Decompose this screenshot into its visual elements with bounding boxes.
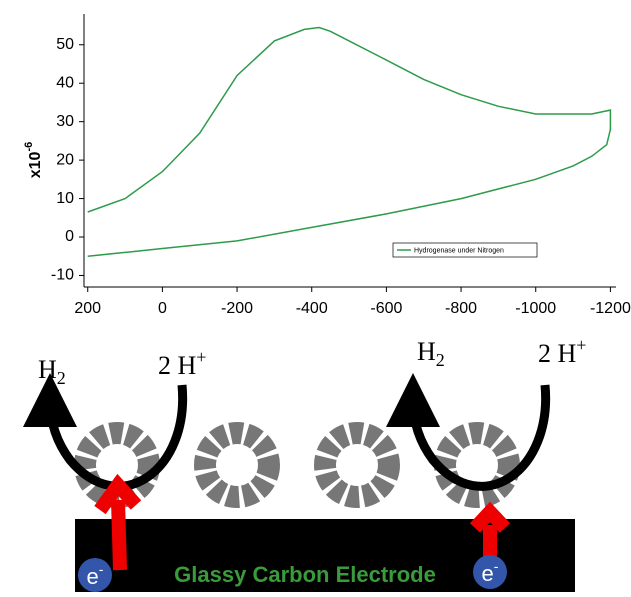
electrode-label: Glassy Carbon Electrode — [174, 562, 436, 587]
electron — [78, 558, 112, 592]
electron — [473, 555, 507, 589]
line — [87, 26, 612, 257]
enzymes — [74, 422, 520, 508]
x-tick-label: -400 — [296, 300, 328, 317]
product: H2 — [417, 337, 445, 370]
y-tick-label: 20 — [56, 151, 74, 168]
reactant: 2 H+ — [538, 335, 586, 368]
legend-label: Hydrogenase under Nitrogen — [414, 247, 504, 254]
y-axis-label: x10-6 — [23, 142, 44, 178]
electron-arrow — [94, 473, 142, 571]
arrow — [386, 373, 551, 491]
x-tick-label: -200 — [221, 300, 253, 317]
legend-box — [392, 242, 538, 258]
y-tick-label: 0 — [65, 228, 74, 245]
arrow — [23, 373, 188, 491]
y-tick-label: 30 — [56, 113, 74, 130]
y-tick-label: 40 — [56, 74, 74, 91]
x-tick-label: -800 — [445, 300, 477, 317]
x-tick-label: -600 — [370, 300, 402, 317]
y-tick-label: 10 — [56, 190, 74, 207]
x-tick-label: 0 — [158, 300, 167, 317]
electron-label: e- — [87, 561, 104, 589]
y-tick-label: -10 — [51, 267, 74, 284]
y-tick-label: 50 — [56, 36, 74, 53]
x-tick-label: -1200 — [590, 300, 631, 317]
electron-label: e- — [482, 558, 499, 586]
product: H2 — [38, 355, 66, 388]
reactant: 2 H+ — [158, 347, 206, 380]
x-tick-label: 200 — [74, 300, 101, 317]
x-tick-label: -1000 — [515, 300, 556, 317]
